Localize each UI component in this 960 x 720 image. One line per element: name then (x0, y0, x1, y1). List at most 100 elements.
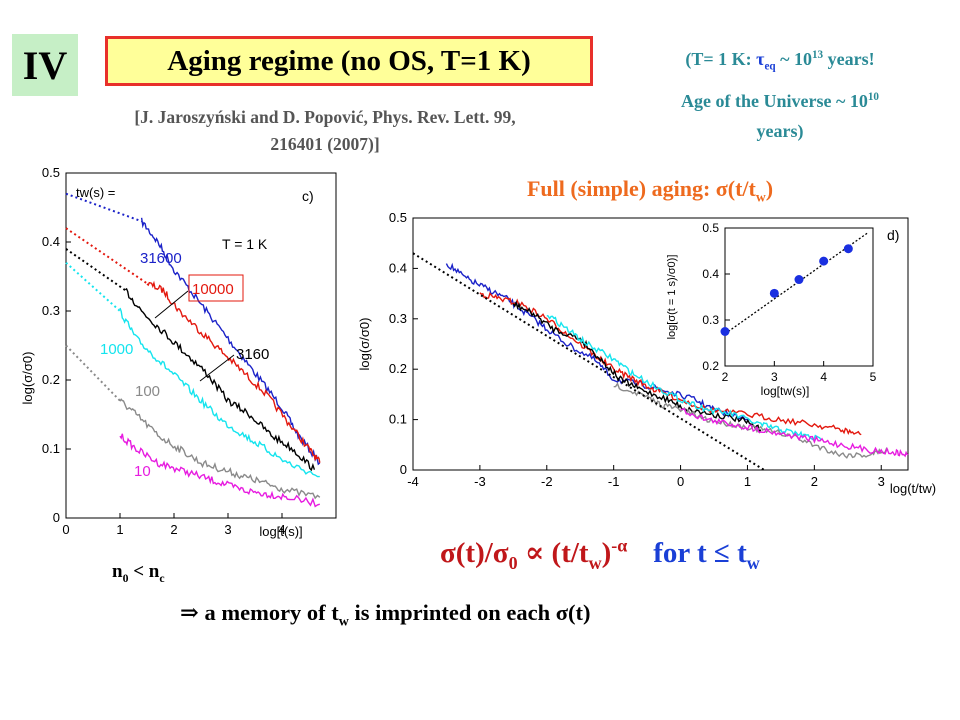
memory-end: is imprinted on each σ(t) (348, 600, 591, 625)
y-tick-label: 0.4 (389, 260, 407, 275)
y-tick-label: 0.2 (389, 361, 407, 376)
series-label-3160: 3160 (236, 346, 269, 363)
y-tick-label: 0.5 (389, 210, 407, 225)
y-tick-label: 0.1 (42, 441, 60, 456)
series-line-3160 (125, 287, 316, 472)
citation-line-2: 216401 (2007)] (270, 134, 380, 154)
y-tick-label: 0.2 (702, 359, 719, 373)
memory-statement: ⇒ a memory of tw is imprinted on each σ(… (180, 600, 590, 631)
panel-c-label: c) (302, 188, 314, 204)
panel-c-x-ticks: 0 1 2 3 4 (62, 513, 286, 537)
series-label-31600: 31600 (140, 250, 182, 267)
x-tick-label: 2 (170, 522, 177, 537)
label-pointer-3160 (199, 354, 235, 382)
y-tick-label: 0.3 (42, 303, 60, 318)
x-tick-label: 1 (116, 522, 123, 537)
memory-text: ⇒ a memory of t (180, 600, 339, 625)
caption-subscript: w (755, 189, 766, 205)
y-tick-label: 0.4 (702, 267, 719, 281)
section-badge: IV (12, 34, 78, 96)
formula-prop: ∝ (t/t (517, 537, 589, 569)
label-box-10000 (188, 274, 244, 302)
series-line-3160 (512, 300, 762, 434)
panel-c-ylabel: log(σ/σ0) (20, 352, 35, 405)
time-scale-note: (T= 1 K: τeq ~ 1013 years! Age of the Un… (610, 40, 950, 146)
series-label-1000: 1000 (100, 341, 133, 358)
x-tick-label: 0 (62, 522, 69, 537)
scaling-formula: σ(t)/σ0 ∝ (t/tw)-α for t ≤ tw (440, 535, 920, 574)
universe-exponent: 10 (867, 90, 879, 103)
panel-d-xlabel: log(t/tw) (890, 481, 936, 496)
series-line-10 (680, 408, 909, 458)
panel-c-series-labels: 31600 10000 3160 1000 100 10 (100, 250, 269, 480)
n-symbol: n (112, 561, 123, 582)
panel-c-y-ticks: 0 0.1 0.2 0.3 0.4 0.5 (42, 165, 71, 525)
citation-line-1: [J. Jaroszyński and D. Popović, Phys. Re… (134, 107, 516, 127)
tau-exponent: 13 (811, 49, 824, 61)
panel-d-label: d) (887, 227, 899, 243)
time-note-line-2: Age of the Universe ~ 1010 (610, 82, 950, 116)
panel-d-fit-line (412, 252, 765, 471)
memory-sub: w (338, 614, 349, 630)
x-tick-label: 2 (811, 474, 818, 489)
time-note-line-3: years) (756, 120, 804, 141)
fit-line-black (65, 248, 126, 292)
panel-c-legend-title: tw(s) = (76, 185, 115, 200)
series-line-1000 (546, 314, 822, 441)
x-tick-label: 0 (677, 474, 684, 489)
series-label-100: 100 (135, 383, 160, 400)
density-note: n0 < nc (112, 561, 165, 586)
tau-subscript: eq (764, 60, 776, 73)
series-line-10 (119, 433, 321, 508)
panel-c-series (119, 217, 321, 508)
y-tick-label: 0 (53, 510, 60, 525)
scaling-fit-line (412, 252, 765, 471)
series-label-10000: 10000 (192, 281, 234, 298)
panel-d-ylabel: log(σ/σ0) (357, 318, 372, 371)
inset-chart: 0.2 0.3 0.4 0.5 2 3 4 5 log[σ(t = 1 s)/σ0)] lo… (666, 221, 877, 398)
inset-point (720, 327, 730, 336)
inset-point (769, 288, 779, 298)
x-tick-label: 3 (878, 474, 885, 489)
panel-d-x-ticks: -4 -3 -2 -1 0 1 2 3 (407, 465, 885, 489)
fit-line-red (65, 227, 148, 285)
series-line-10000 (146, 280, 321, 463)
n-sub-c: c (159, 571, 165, 585)
slide-title: Aging regime (no OS, T=1 K) (167, 44, 531, 77)
caption-close: ) (765, 176, 774, 201)
n-sub-0: 0 (122, 571, 129, 585)
x-tick-label: 3 (771, 370, 778, 384)
series-line-1000 (119, 307, 320, 478)
x-tick-label: -1 (608, 474, 620, 489)
panel-c-fit-lines (65, 192, 148, 402)
formula-lhs: σ(t)/σ (440, 537, 509, 569)
series-line-31600 (140, 217, 321, 466)
x-tick-label: 2 (722, 370, 729, 384)
y-tick-label: 0.3 (389, 311, 407, 326)
inset-ylabel: log[σ(t = 1 s)/σ0)] (666, 255, 678, 340)
inset-point (819, 256, 829, 266)
inset-point (794, 275, 804, 285)
formula-close: ) (601, 537, 612, 569)
panel-c-temperature: T = 1 K (222, 236, 268, 252)
series-line-31600 (445, 262, 748, 421)
inset-y-ticks: 0.2 0.3 0.4 0.5 (702, 221, 730, 373)
series-line-10000 (479, 291, 862, 436)
x-tick-label: 5 (870, 370, 877, 384)
tau-symbol: τ (756, 49, 765, 69)
panel-d-frame (412, 217, 909, 471)
universe-age: Age of the Universe ~ 10 (681, 90, 868, 111)
inset-point (843, 244, 853, 254)
inset-fit (724, 232, 869, 335)
x-tick-label: 4 (820, 370, 827, 384)
x-tick-label: -4 (407, 474, 419, 489)
formula-condition-sub: w (746, 552, 760, 573)
y-tick-label: 0.5 (42, 165, 60, 180)
tau-unit: years! (823, 49, 875, 69)
tau-value: ~ 10 (775, 49, 812, 69)
citation: [J. Jaroszyński and D. Popović, Phys. Re… (40, 104, 610, 158)
aging-caption: Full (simple) aging: σ(t/tw) (420, 176, 880, 205)
section-number: IV (22, 42, 68, 88)
x-tick-label: -3 (474, 474, 486, 489)
formula-w: w (588, 552, 602, 573)
